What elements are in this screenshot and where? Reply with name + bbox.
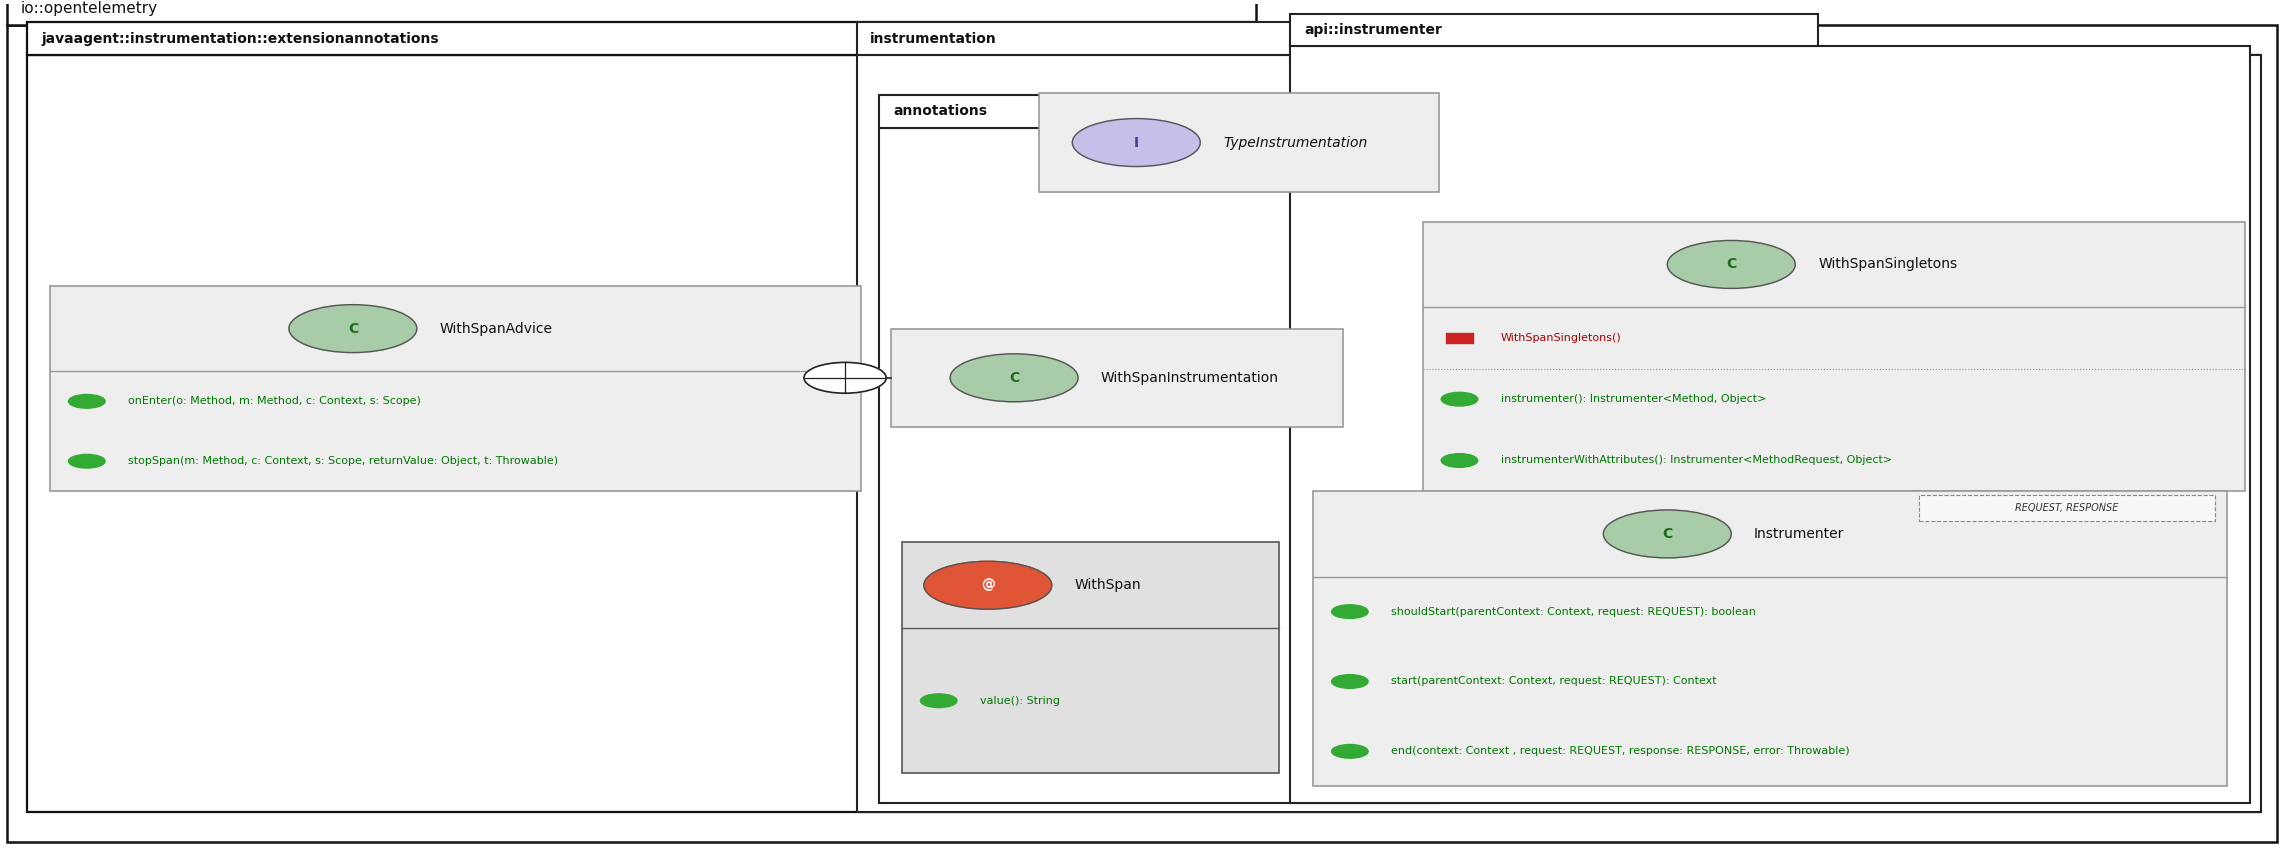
Circle shape bbox=[1667, 241, 1795, 289]
Text: WithSpanInstrumentation: WithSpanInstrumentation bbox=[1101, 371, 1279, 385]
Text: WithSpanSingletons(): WithSpanSingletons() bbox=[1501, 333, 1622, 343]
Text: end(context: Context , request: REQUEST, response: RESPONSE, error: Throwable): end(context: Context , request: REQUEST,… bbox=[1391, 746, 1850, 757]
Circle shape bbox=[804, 362, 886, 393]
Bar bbox=[7, 0, 1256, 25]
Bar bbox=[1039, 94, 1439, 192]
Circle shape bbox=[925, 561, 1053, 609]
Text: io::opentelemetry: io::opentelemetry bbox=[21, 1, 158, 16]
Bar bbox=[879, 95, 1188, 128]
Bar bbox=[902, 543, 1279, 773]
Circle shape bbox=[1073, 119, 1201, 167]
Circle shape bbox=[69, 394, 105, 408]
Text: WithSpanAdvice: WithSpanAdvice bbox=[439, 321, 553, 336]
Text: TypeInstrumentation: TypeInstrumentation bbox=[1224, 136, 1368, 149]
Circle shape bbox=[1332, 674, 1368, 688]
Text: C: C bbox=[1010, 371, 1019, 385]
Circle shape bbox=[1441, 393, 1478, 406]
Text: instrumentation: instrumentation bbox=[870, 32, 996, 46]
Bar bbox=[1423, 222, 2245, 491]
Bar bbox=[1313, 491, 2227, 786]
Bar bbox=[856, 55, 2261, 812]
Text: value(): String: value(): String bbox=[980, 696, 1060, 706]
Circle shape bbox=[288, 305, 416, 352]
Bar bbox=[1290, 46, 2250, 803]
Text: api::instrumenter: api::instrumenter bbox=[1304, 23, 1441, 37]
Text: onEnter(o: Method, m: Method, c: Context, s: Scope): onEnter(o: Method, m: Method, c: Context… bbox=[128, 396, 420, 406]
Text: instrumenterWithAttributes(): Instrumenter<MethodRequest, Object>: instrumenterWithAttributes(): Instrument… bbox=[1501, 455, 1891, 466]
Text: annotations: annotations bbox=[893, 104, 987, 119]
Text: WithSpanSingletons: WithSpanSingletons bbox=[1818, 258, 1957, 271]
Bar bbox=[1290, 14, 1818, 46]
Text: I: I bbox=[1133, 136, 1140, 149]
Text: javaagent::instrumentation::extensionannotations: javaagent::instrumentation::extensionann… bbox=[41, 32, 439, 46]
Text: shouldStart(parentContext: Context, request: REQUEST): boolean: shouldStart(parentContext: Context, requ… bbox=[1391, 606, 1756, 617]
Circle shape bbox=[69, 454, 105, 468]
Bar bbox=[891, 329, 1343, 427]
Bar bbox=[1446, 332, 1473, 343]
Bar bbox=[1919, 496, 2215, 521]
Circle shape bbox=[1603, 510, 1731, 557]
Circle shape bbox=[920, 694, 957, 708]
Text: instrumenter(): Instrumenter<Method, Object>: instrumenter(): Instrumenter<Method, Obj… bbox=[1501, 394, 1766, 405]
Text: C: C bbox=[1663, 527, 1672, 541]
Bar bbox=[50, 286, 861, 491]
Text: WithSpan: WithSpan bbox=[1076, 578, 1142, 592]
Circle shape bbox=[950, 354, 1078, 402]
Bar bbox=[856, 22, 1628, 55]
Bar bbox=[27, 55, 2259, 812]
Text: REQUEST, RESPONSE: REQUEST, RESPONSE bbox=[2014, 503, 2120, 514]
Text: start(parentContext: Context, request: REQUEST): Context: start(parentContext: Context, request: R… bbox=[1391, 677, 1718, 686]
Bar bbox=[27, 22, 1254, 55]
Text: @: @ bbox=[980, 578, 996, 592]
Text: C: C bbox=[347, 321, 359, 336]
Bar bbox=[879, 128, 1439, 803]
Circle shape bbox=[1332, 605, 1368, 618]
Text: Instrumenter: Instrumenter bbox=[1754, 527, 1845, 541]
Circle shape bbox=[1441, 454, 1478, 467]
Circle shape bbox=[1332, 745, 1368, 758]
Text: C: C bbox=[1727, 258, 1736, 271]
Text: stopSpan(m: Method, c: Context, s: Scope, returnValue: Object, t: Throwable): stopSpan(m: Method, c: Context, s: Scope… bbox=[128, 456, 557, 466]
